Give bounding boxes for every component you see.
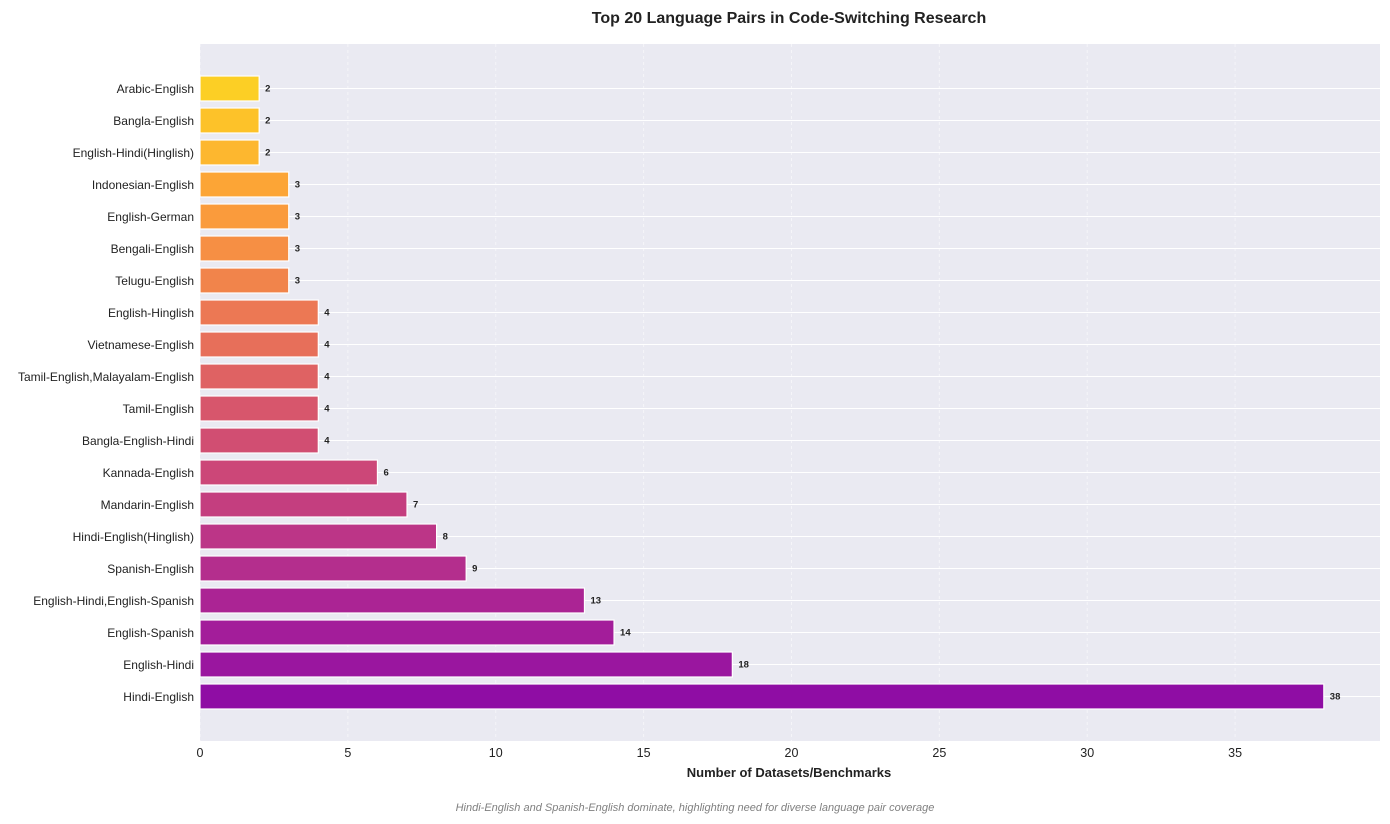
value-label: 4 — [324, 436, 330, 447]
bar — [199, 75, 260, 102]
category-label: Tamil-English — [123, 402, 194, 416]
value-label: 3 — [295, 180, 300, 191]
category-label: Telugu-English — [115, 274, 194, 288]
category-label: Bangla-English — [113, 114, 194, 128]
bar — [199, 651, 733, 678]
category-label: Kannada-English — [103, 466, 194, 480]
bar — [199, 139, 260, 166]
value-label: 2 — [265, 84, 270, 95]
value-label: 4 — [324, 404, 330, 415]
category-label: English-Spanish — [107, 626, 194, 640]
x-tick-label: 35 — [1228, 746, 1242, 760]
x-tick-label: 20 — [785, 746, 799, 760]
bars — [199, 75, 1325, 710]
bar — [199, 523, 438, 550]
category-label: English-Hinglish — [108, 306, 194, 320]
x-tick-label: 0 — [197, 746, 204, 760]
value-label: 14 — [620, 628, 631, 639]
bar — [199, 395, 319, 422]
category-label: English-Hindi — [123, 658, 194, 672]
category-label: Bengali-English — [111, 242, 194, 256]
bar — [199, 683, 1325, 710]
category-labels: Arabic-English Bangla-English English-Hind… — [18, 82, 194, 704]
category-label: Indonesian-English — [92, 178, 194, 192]
bar — [199, 555, 467, 582]
category-label: Vietnamese-English — [87, 338, 194, 352]
category-label: Tamil-English,Malayalam-English — [18, 370, 194, 384]
x-tick-label: 10 — [489, 746, 503, 760]
x-tick-label: 5 — [344, 746, 351, 760]
value-labels: 2 2 2 3 3 3 3 4 4 4 4 4 6 7 8 9 13 14 18 38 — [265, 84, 1340, 703]
bar — [199, 427, 319, 454]
value-label: 4 — [324, 372, 330, 383]
bar — [199, 331, 319, 358]
category-label: Mandarin-English — [101, 498, 194, 512]
category-label: English-Hindi,English-Spanish — [33, 594, 194, 608]
x-tick-label: 30 — [1080, 746, 1094, 760]
category-label: Bangla-English-Hindi — [82, 434, 194, 448]
bar — [199, 587, 586, 614]
value-label: 3 — [295, 244, 300, 255]
value-label: 7 — [413, 500, 418, 511]
x-axis-label: Number of Datasets/Benchmarks — [687, 765, 891, 780]
bar — [199, 267, 290, 294]
bar — [199, 491, 408, 518]
bar — [199, 619, 615, 646]
value-label: 4 — [324, 340, 330, 351]
value-label: 8 — [443, 532, 448, 543]
category-label: Hindi-English(Hinglish) — [73, 530, 194, 544]
value-label: 13 — [590, 596, 601, 607]
bar — [199, 299, 319, 326]
value-label: 4 — [324, 308, 330, 319]
value-label: 38 — [1330, 692, 1341, 703]
bar — [199, 171, 290, 198]
value-label: 9 — [472, 564, 477, 575]
category-label: Arabic-English — [117, 82, 194, 96]
x-tick-label: 15 — [637, 746, 651, 760]
category-label: Hindi-English — [123, 690, 194, 704]
bar — [199, 203, 290, 230]
chart-title: Top 20 Language Pairs in Code-Switching … — [592, 10, 986, 27]
value-label: 3 — [295, 212, 300, 223]
value-label: 3 — [295, 276, 300, 287]
bar — [199, 363, 319, 390]
category-label: Spanish-English — [107, 562, 194, 576]
category-label: English-German — [107, 210, 194, 224]
value-label: 2 — [265, 148, 270, 159]
bar — [199, 107, 260, 134]
chart-caption: Hindi-English and Spanish-English domina… — [456, 802, 935, 814]
category-label: English-Hindi(Hinglish) — [73, 146, 194, 160]
x-tick-label: 25 — [932, 746, 946, 760]
value-label: 6 — [383, 468, 388, 479]
value-label: 2 — [265, 116, 270, 127]
bar — [199, 235, 290, 262]
value-label: 18 — [738, 660, 749, 671]
bar — [199, 459, 379, 486]
x-axis-ticks: 0 5 10 15 20 25 30 35 — [197, 746, 1243, 760]
